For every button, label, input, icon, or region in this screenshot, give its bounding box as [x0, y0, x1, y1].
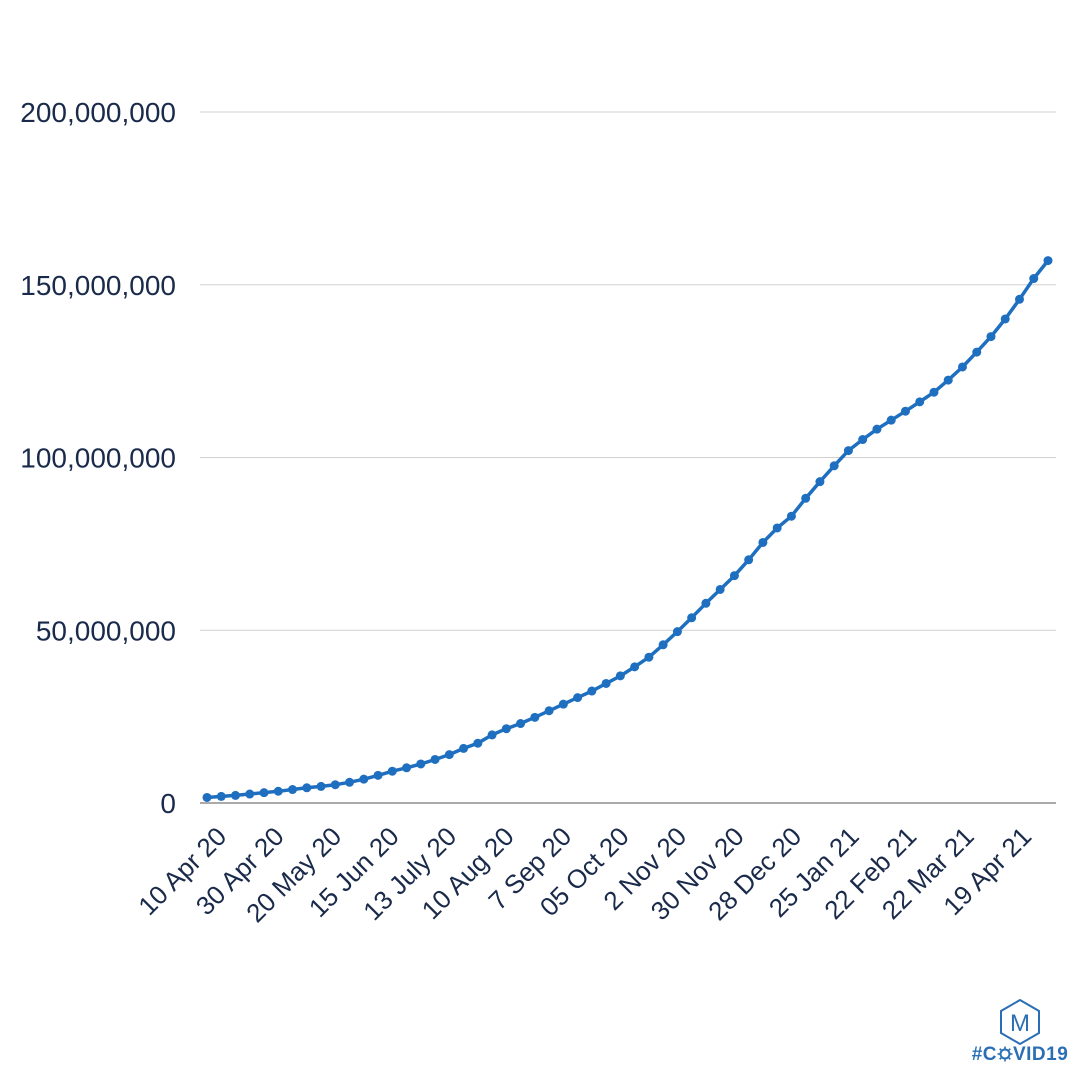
m-hexagon-icon: M — [1000, 998, 1040, 1046]
data-point — [915, 397, 925, 407]
gridlines — [200, 111, 1056, 804]
series-line — [206, 259, 1050, 800]
data-point — [544, 706, 554, 716]
data-point — [630, 662, 640, 672]
data-point — [231, 790, 241, 800]
data-point — [786, 511, 796, 521]
data-point — [459, 743, 469, 753]
y-tick-label: 0 — [160, 788, 176, 819]
data-point — [430, 754, 440, 764]
data-point — [345, 777, 355, 787]
data-point — [872, 424, 882, 434]
data-point — [273, 786, 283, 796]
data-point — [573, 693, 583, 703]
covid19-logo: M #C VID19 — [968, 996, 1072, 1072]
data-point — [245, 789, 255, 799]
data-point — [501, 724, 511, 734]
data-point — [644, 652, 654, 662]
data-point — [701, 598, 711, 608]
data-point — [416, 759, 426, 769]
data-point — [601, 678, 611, 688]
data-point — [330, 780, 340, 790]
data-point — [858, 435, 868, 445]
hashtag-suffix: VID19 — [1012, 1044, 1069, 1065]
data-point — [829, 461, 839, 471]
data-point — [658, 640, 668, 650]
hashtag-prefix: #C — [971, 1044, 997, 1065]
data-point — [886, 415, 896, 425]
data-point — [843, 446, 853, 456]
y-tick-label: 150,000,000 — [20, 270, 176, 301]
data-point — [402, 763, 412, 773]
data-point — [373, 770, 383, 780]
data-point — [900, 406, 910, 416]
data-point — [758, 537, 768, 547]
data-point — [744, 555, 754, 565]
data-point — [387, 766, 397, 776]
data-point — [516, 719, 526, 729]
data-point — [1029, 274, 1039, 284]
y-tick-label: 50,000,000 — [36, 615, 176, 646]
y-axis-tick-labels: 0 50,000,000 100,000,000 150,000,000 200,000… — [20, 97, 176, 819]
data-point — [558, 699, 568, 709]
data-point — [772, 523, 782, 533]
data-point — [1043, 256, 1053, 266]
data-point — [801, 493, 811, 503]
data-point — [729, 571, 739, 581]
series-layer — [202, 256, 1053, 802]
data-point — [530, 712, 540, 722]
data-point — [444, 750, 454, 760]
data-point — [202, 792, 212, 802]
data-point — [487, 730, 497, 740]
data-point — [316, 781, 326, 791]
data-point — [259, 788, 269, 798]
data-point — [986, 332, 996, 342]
data-point — [473, 738, 483, 748]
y-tick-label: 200,000,000 — [20, 97, 176, 128]
data-point — [957, 362, 967, 372]
covid19-hashtag: #C VID19 — [968, 1044, 1072, 1066]
data-point — [302, 783, 312, 793]
data-point — [1014, 294, 1024, 304]
y-tick-label: 100,000,000 — [20, 443, 176, 474]
data-point — [929, 387, 939, 397]
data-point — [216, 791, 226, 801]
data-point — [615, 671, 625, 681]
data-point — [815, 477, 825, 487]
data-point — [1000, 314, 1010, 324]
data-point — [587, 686, 597, 696]
data-point — [943, 375, 953, 385]
data-point — [972, 347, 982, 357]
virus-icon — [997, 1046, 1013, 1062]
data-point — [672, 627, 682, 637]
logo-letter: M — [1010, 1010, 1030, 1037]
data-point — [715, 584, 725, 594]
data-point — [288, 785, 298, 795]
data-point — [687, 613, 697, 623]
data-point — [359, 774, 369, 784]
